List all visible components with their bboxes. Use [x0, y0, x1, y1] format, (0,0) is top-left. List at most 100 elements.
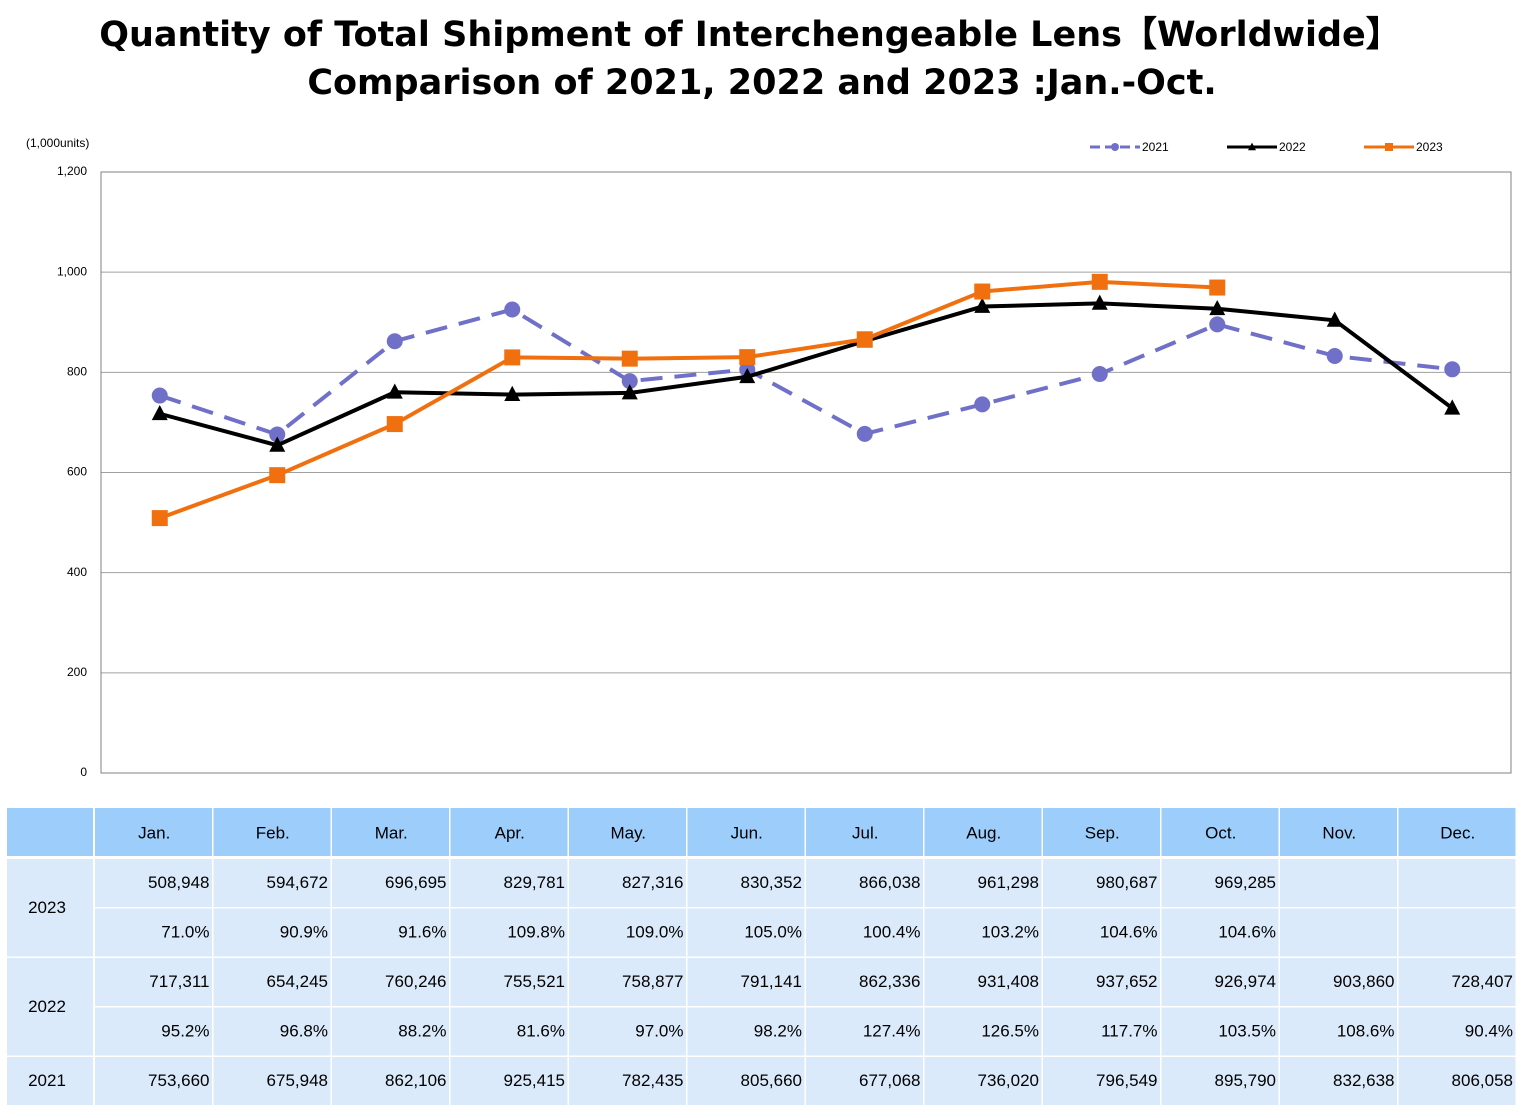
chart-subtitle: Comparison of 2021, 2022 and 2023 :Jan.-…	[307, 63, 1216, 103]
table-cell-text: 925,415	[504, 1071, 565, 1090]
y-tick-label: 1,000	[57, 264, 87, 278]
marker	[739, 349, 756, 366]
table-cell-text: 791,141	[741, 972, 802, 991]
chart-title: Quantity of Total Shipment of Intercheng…	[99, 15, 1401, 55]
marker	[1209, 299, 1226, 316]
legend-label: 2021	[1142, 140, 1169, 154]
table-header-cell	[1398, 808, 1516, 856]
table-cell-text: 926,974	[1215, 972, 1276, 991]
table-cell	[95, 958, 212, 1006]
table-cell	[1043, 859, 1160, 907]
table-row-header	[7, 859, 93, 957]
table-header-label: Feb.	[256, 823, 290, 842]
table-cell-text: 782,435	[622, 1071, 683, 1090]
legend-marker	[1111, 143, 1119, 151]
table-cell-text: 81.6%	[517, 1022, 565, 1041]
table-cell	[806, 958, 923, 1006]
table-cell	[95, 908, 212, 957]
table-row-label: 2023	[28, 898, 66, 917]
plot-frame	[100, 171, 1512, 774]
table-row-header	[7, 958, 93, 1056]
table-cell-text: 108.6%	[1337, 1022, 1395, 1041]
table-cell	[1398, 958, 1516, 1006]
table-cell	[1043, 1057, 1160, 1105]
marker	[1091, 273, 1108, 290]
table-cell-text: 969,285	[1215, 873, 1276, 892]
y-tick-label: 400	[67, 565, 87, 579]
table-cell-text: 104.6%	[1218, 923, 1276, 942]
marker	[386, 383, 403, 399]
table-cell-text: 895,790	[1215, 1071, 1276, 1090]
table-cell-text: 806,058	[1452, 1071, 1513, 1090]
table-cell	[569, 859, 686, 907]
table-cell-text: 98.2%	[754, 1022, 802, 1041]
table-cell	[332, 859, 449, 907]
table-header-cell	[450, 808, 568, 856]
marker	[621, 384, 638, 400]
marker	[269, 436, 286, 452]
table-cell	[1280, 1007, 1397, 1056]
marker	[386, 333, 403, 350]
table-cell	[1043, 1007, 1160, 1056]
y-axis-unit: (1,000units)	[26, 136, 89, 150]
table-cell	[1043, 908, 1160, 957]
table-cell	[924, 859, 1042, 907]
table-cell	[924, 1007, 1042, 1056]
table-cell	[213, 908, 331, 957]
marker	[1326, 347, 1343, 364]
marker	[1091, 294, 1108, 310]
y-tick-label: 800	[67, 365, 87, 379]
table-row-label: 2021	[28, 1071, 66, 1090]
table-cell	[450, 958, 568, 1006]
table-cell-text: 105.0%	[744, 923, 802, 942]
table-cell	[1398, 859, 1516, 907]
table-cell	[1161, 908, 1279, 957]
table-cell-text: 903,860	[1333, 972, 1394, 991]
y-tick-label: 0	[80, 765, 87, 779]
table-cell-text: 728,407	[1452, 972, 1513, 991]
table-cell	[1161, 958, 1279, 1006]
legend-label: 2022	[1279, 140, 1306, 154]
table-cell	[569, 958, 686, 1006]
table-header-cell	[569, 808, 686, 856]
marker	[1091, 366, 1108, 383]
table-cell-text: 931,408	[978, 972, 1039, 991]
table-header-label: Jul.	[852, 823, 878, 842]
table-cell	[450, 1057, 568, 1105]
table-cell-text: 90.9%	[280, 923, 328, 942]
table-cell	[1280, 1057, 1397, 1105]
table-cell-text: 829,781	[504, 873, 565, 892]
table-cell-text: 760,246	[385, 972, 446, 991]
marker	[504, 385, 521, 402]
table-header-cell	[1043, 808, 1160, 856]
y-tick-label: 1,200	[57, 164, 87, 178]
table-cell-text: 830,352	[741, 873, 802, 892]
table-cell	[213, 958, 331, 1006]
legend-label: 2023	[1416, 140, 1443, 154]
table-cell	[332, 1057, 449, 1105]
table-cell	[450, 1007, 568, 1056]
table-cell	[924, 1057, 1042, 1105]
table-cell-text: 755,521	[504, 972, 565, 991]
table-header-cell	[332, 808, 449, 856]
table-cell-text: 866,038	[859, 873, 920, 892]
table-cell-text: 937,652	[1096, 972, 1157, 991]
table-cell	[806, 908, 923, 957]
table-cell-text: 677,068	[859, 1071, 920, 1090]
table-cell-text: 832,638	[1333, 1071, 1394, 1090]
table-header-label: Apr.	[495, 823, 525, 842]
table-cell-text: 103.5%	[1218, 1022, 1276, 1041]
table-cell-text: 71.0%	[161, 923, 209, 942]
table-cell	[569, 1007, 686, 1056]
marker	[1209, 279, 1226, 296]
table-cell-text: 736,020	[978, 1071, 1039, 1090]
table-cell-text: 96.8%	[280, 1022, 328, 1041]
marker	[1444, 361, 1461, 378]
table-cell	[95, 1007, 212, 1056]
table-cell	[332, 1007, 449, 1056]
series-line	[159, 279, 1218, 520]
table-cell-text: 109.0%	[626, 923, 684, 942]
y-tick-label: 200	[67, 665, 87, 679]
table-cell	[687, 908, 805, 957]
